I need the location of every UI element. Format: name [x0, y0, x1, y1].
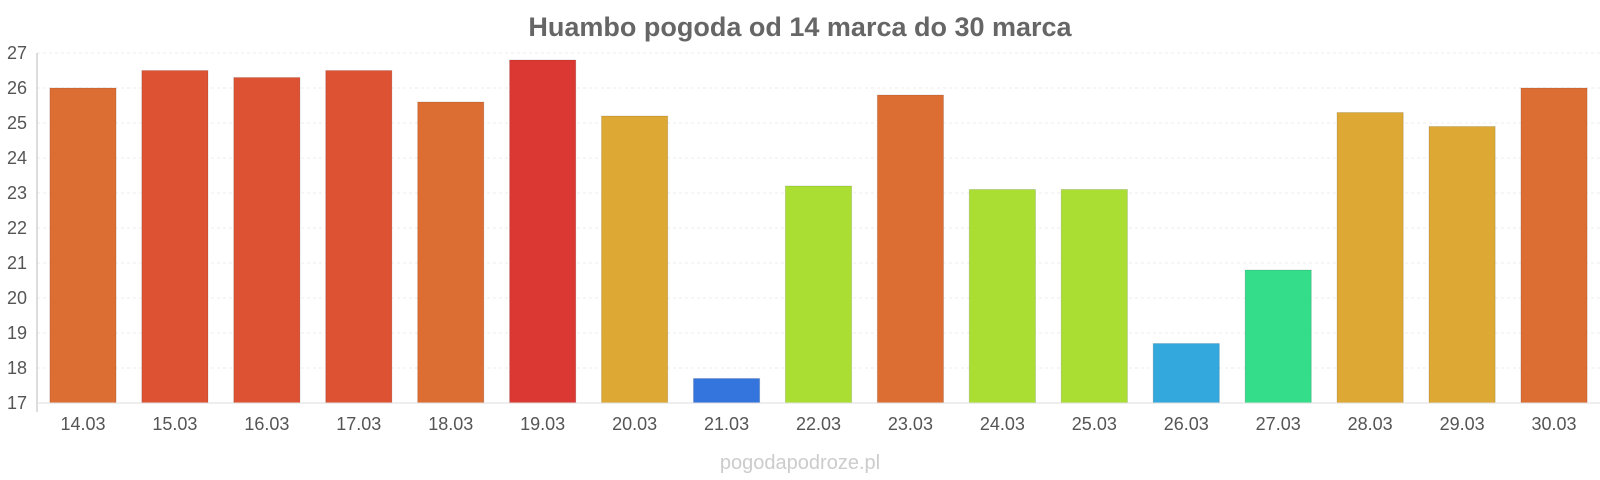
x-category-label: 21.03 [704, 414, 749, 434]
bar [601, 115, 669, 404]
bar [1520, 87, 1588, 404]
x-category-label: 28.03 [1348, 414, 1393, 434]
bar [141, 70, 209, 404]
bar [509, 59, 577, 404]
y-tick-label: 25 [7, 113, 27, 133]
bar [1244, 269, 1312, 404]
bar [1428, 126, 1496, 404]
x-category-label: 30.03 [1532, 414, 1577, 434]
bar [968, 189, 1036, 404]
y-tick-label: 23 [7, 183, 27, 203]
watermark: pogodapodroze.pl [719, 452, 881, 474]
y-tick-label: 22 [7, 218, 27, 238]
x-category-label: 27.03 [1256, 414, 1301, 434]
x-category-label: 19.03 [520, 414, 565, 434]
bars [49, 59, 1588, 404]
y-tick-label: 26 [7, 78, 27, 98]
bar [1060, 189, 1128, 404]
x-category-label: 20.03 [612, 414, 657, 434]
bar [876, 94, 945, 404]
y-tick-label: 17 [7, 393, 27, 413]
bar [233, 77, 301, 404]
x-category-label: 15.03 [152, 414, 197, 434]
x-category-label: 26.03 [1164, 414, 1209, 434]
chart-title: Huambo pogoda od 14 marca do 30 marca [528, 12, 1072, 42]
y-tick-label: 20 [7, 288, 27, 308]
x-category-label: 24.03 [980, 414, 1025, 434]
x-category-label: 17.03 [336, 414, 381, 434]
y-tick-label: 19 [7, 323, 27, 343]
y-tick-label: 24 [7, 148, 27, 168]
x-category-label: 29.03 [1440, 414, 1485, 434]
x-category-label: 16.03 [244, 414, 289, 434]
y-tick-label: 21 [7, 253, 27, 273]
bar [325, 70, 393, 404]
axes [36, 53, 1600, 412]
bar [692, 378, 761, 404]
y-tick-labels: 17 18 19 20 21 22 23 24 25 26 27 [7, 43, 27, 413]
y-tick-label: 27 [7, 43, 27, 63]
x-category-label: 23.03 [888, 414, 933, 434]
x-category-label: 22.03 [796, 414, 841, 434]
bar [1152, 343, 1220, 404]
x-category-label: 14.03 [60, 414, 105, 434]
bar [417, 101, 485, 404]
x-category-labels: 14.03 15.03 16.03 17.03 18.03 19.03 20.03 21.03… [60, 414, 1576, 434]
y-tick-label: 18 [7, 358, 27, 378]
bar [784, 185, 853, 404]
bar [1336, 112, 1404, 404]
bar [49, 87, 117, 404]
x-category-label: 18.03 [428, 414, 473, 434]
x-category-label: 25.03 [1072, 414, 1117, 434]
